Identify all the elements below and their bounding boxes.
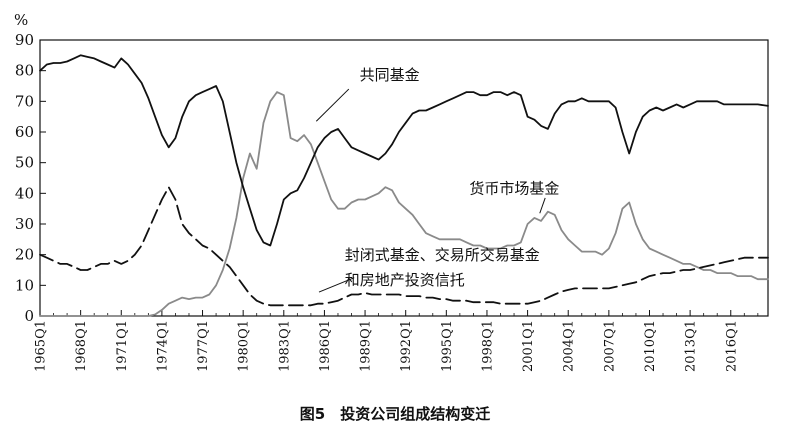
- series-annotation-0: 共同基金: [360, 66, 420, 84]
- x-tick-label: 1968Q1: [74, 320, 89, 372]
- x-tick-label: 1980Q1: [237, 320, 252, 372]
- series-annotation-2: 封闭式基金、交易所交易基金: [345, 246, 540, 264]
- annotation-leaders: [315, 88, 546, 293]
- y-tick-label: 20: [15, 246, 34, 264]
- series-annotation-3: 和房地产投资信托: [345, 271, 465, 289]
- leader-line: [539, 197, 546, 214]
- x-tick-label: 1986Q1: [318, 320, 333, 372]
- series-line-1: [39, 91, 769, 317]
- x-tick-label: 1992Q1: [399, 320, 414, 372]
- y-tick-label: 10: [15, 276, 34, 294]
- y-tick-label: 90: [15, 31, 34, 49]
- series-line-2: [39, 186, 769, 307]
- x-tick-label: 2004Q1: [562, 320, 577, 372]
- x-tick-label: 2013Q1: [684, 320, 699, 372]
- y-tick-label: 0: [24, 307, 34, 325]
- x-tick-label: 2007Q1: [602, 320, 617, 372]
- x-tick-label: 2016Q1: [724, 320, 739, 372]
- series-line-0: [39, 54, 769, 247]
- x-tick-label: 1995Q1: [440, 320, 455, 372]
- plot-frame: [39, 39, 769, 317]
- y-tick-label: 60: [15, 123, 34, 141]
- x-tick-label: 1989Q1: [359, 320, 374, 372]
- series-layer: [39, 54, 769, 317]
- x-tick-label: 1983Q1: [277, 320, 292, 372]
- chart-title: 图5 投资公司组成结构变迁: [300, 405, 490, 423]
- x-tick-label: 1965Q1: [34, 320, 49, 372]
- plot-border: [39, 39, 769, 317]
- y-tick-label: 80: [15, 62, 34, 80]
- y-axis: 0 10 20 30 40 50 60 70 80 90: [15, 31, 46, 325]
- y-tick-label: 40: [15, 184, 34, 202]
- x-tick-label: 1998Q1: [480, 320, 495, 372]
- x-tick-label: 1974Q1: [155, 320, 170, 372]
- x-axis: 1965Q1 1968Q1 1971Q1 1974Q1 1977Q1 1980Q1 1983…: [34, 310, 759, 372]
- series-annotation-1: 货币市场基金: [469, 179, 559, 197]
- x-tick-label: 2001Q1: [521, 320, 536, 372]
- y-tick-label: 50: [15, 154, 34, 172]
- x-tick-label: 2010Q1: [643, 320, 658, 372]
- y-axis-label: %: [14, 11, 28, 29]
- leader-line: [318, 277, 355, 293]
- leader-line: [315, 88, 350, 122]
- y-tick-label: 70: [15, 92, 34, 110]
- y-tick-label: 30: [15, 215, 34, 233]
- x-tick-label: 1971Q1: [115, 320, 130, 372]
- x-tick-label: 1977Q1: [196, 320, 211, 372]
